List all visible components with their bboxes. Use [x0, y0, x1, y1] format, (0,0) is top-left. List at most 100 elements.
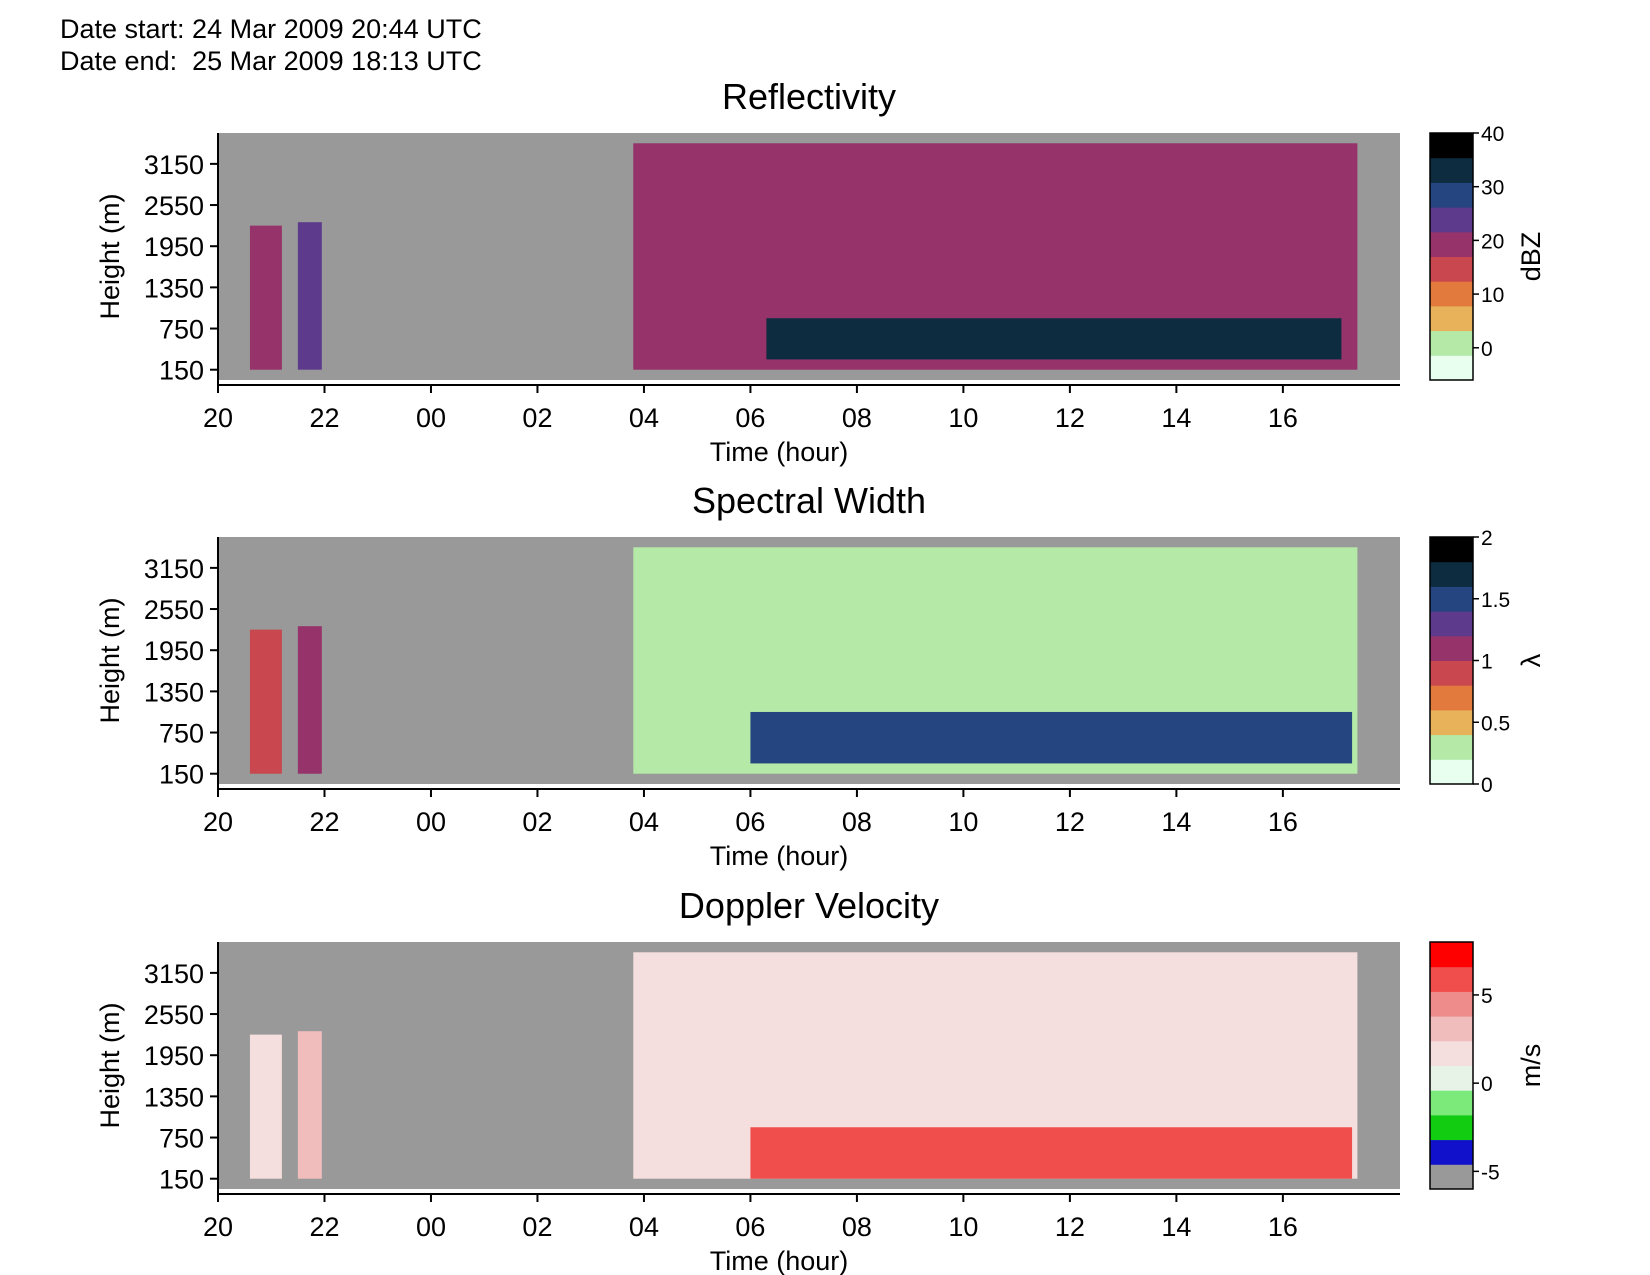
x-tick-label: 04	[629, 403, 659, 433]
y-tick-label: 3150	[144, 150, 204, 180]
x-tick-label: 02	[522, 1212, 552, 1242]
colorbar-label: m/s	[1516, 1044, 1546, 1088]
y-axis-label: Height (m)	[95, 1002, 125, 1128]
colorbar-segment	[1430, 635, 1473, 661]
y-tick-label: 3150	[144, 554, 204, 584]
x-tick-label: 00	[416, 807, 446, 837]
colorbar-segment	[1430, 942, 1473, 968]
x-tick-label: 14	[1161, 807, 1191, 837]
colorbar-tick-label: -5	[1481, 1161, 1500, 1184]
echo-region-early-cell-1	[249, 1034, 282, 1179]
y-tick-label: 1350	[144, 1082, 204, 1112]
y-tick-label: 1950	[144, 636, 204, 666]
x-tick-label: 10	[948, 1212, 978, 1242]
x-tick-label: 06	[735, 807, 765, 837]
y-tick-label: 150	[159, 760, 204, 790]
colorbar-tick-label: 10	[1481, 284, 1504, 307]
colorbar-segment	[1430, 709, 1473, 736]
colorbar-segment	[1430, 611, 1473, 637]
colorbar-tick-label: 0	[1481, 338, 1493, 361]
x-tick-label: 12	[1055, 1212, 1085, 1242]
x-tick-label: 14	[1161, 403, 1191, 433]
x-tick-label: 00	[416, 403, 446, 433]
panel-title: Doppler Velocity	[679, 885, 939, 926]
x-tick-label: 08	[842, 403, 872, 433]
colorbar-tick-label: 40	[1481, 123, 1504, 146]
y-tick-label: 750	[159, 315, 204, 345]
y-tick-label: 150	[159, 356, 204, 386]
colorbar-label: dBZ	[1516, 232, 1546, 282]
x-tick-label: 08	[842, 807, 872, 837]
colorbar-segment	[1430, 231, 1473, 257]
x-tick-label: 10	[948, 403, 978, 433]
panel-title: Spectral Width	[692, 480, 926, 521]
colorbar-segment	[1430, 207, 1473, 233]
echo-region-early-cell-1	[249, 225, 282, 370]
colorbar-segment	[1430, 734, 1473, 760]
colorbar-tick-label: 1.5	[1481, 589, 1510, 612]
y-tick-label: 1350	[144, 677, 204, 707]
colorbar-segment	[1430, 1016, 1473, 1042]
colorbar-segment	[1430, 1040, 1473, 1066]
x-tick-label: 16	[1268, 807, 1298, 837]
x-tick-label: 04	[629, 807, 659, 837]
colorbar-frame	[1429, 132, 1474, 381]
echo-region-early-cell-2	[297, 626, 322, 774]
y-tick-label: 750	[159, 1124, 204, 1154]
x-tick-label: 06	[735, 403, 765, 433]
colorbar-segment	[1430, 561, 1473, 587]
x-tick-label: 10	[948, 807, 978, 837]
colorbar-segment	[1430, 256, 1473, 282]
colorbar-segment	[1430, 133, 1473, 159]
colorbar-tick-label: 20	[1481, 230, 1504, 253]
colorbar-segment	[1430, 1065, 1473, 1091]
colorbar-label: λ	[1516, 653, 1546, 667]
colorbar-frame	[1429, 941, 1474, 1190]
colorbar-segment	[1430, 355, 1473, 381]
colorbar-segment	[1430, 660, 1473, 686]
x-tick-label: 20	[203, 1212, 233, 1242]
y-axis-label: Height (m)	[95, 193, 125, 319]
colorbar-segment	[1430, 182, 1473, 208]
x-tick-label: 22	[309, 403, 339, 433]
colorbar-segment	[1430, 759, 1473, 785]
echo-region-low-layer	[750, 711, 1353, 764]
echo-region-early-cell-2	[297, 1031, 322, 1179]
x-axis-label: Time (hour)	[710, 437, 849, 467]
colorbar-segment	[1430, 281, 1473, 307]
colorbar-tick-label: 5	[1481, 985, 1493, 1008]
colorbar-segment	[1430, 330, 1473, 356]
echo-region-early-cell-2	[297, 222, 322, 370]
y-tick-label: 3150	[144, 959, 204, 989]
x-tick-label: 22	[309, 1212, 339, 1242]
x-tick-label: 00	[416, 1212, 446, 1242]
colorbar-segment	[1430, 1090, 1473, 1116]
colorbar-segment	[1430, 685, 1473, 711]
echo-region-low-layer	[766, 318, 1342, 360]
x-tick-label: 20	[203, 403, 233, 433]
y-tick-label: 1950	[144, 232, 204, 262]
x-tick-label: 02	[522, 403, 552, 433]
x-tick-label: 12	[1055, 807, 1085, 837]
colorbar-tick-label: 1	[1481, 651, 1493, 674]
y-tick-label: 150	[159, 1165, 204, 1195]
date-end-label: Date end: 25 Mar 2009 18:13 UTC	[60, 46, 482, 76]
colorbar-segment	[1430, 1114, 1473, 1141]
date-start-label: Date start: 24 Mar 2009 20:44 UTC	[60, 14, 482, 44]
colorbar-tick-label: 2	[1481, 527, 1493, 550]
colorbar-segment	[1430, 991, 1473, 1017]
y-tick-label: 2550	[144, 595, 204, 625]
colorbar-tick-label: 0	[1481, 1073, 1493, 1096]
x-tick-label: 04	[629, 1212, 659, 1242]
y-tick-label: 2550	[144, 1000, 204, 1030]
x-tick-label: 02	[522, 807, 552, 837]
x-tick-label: 20	[203, 807, 233, 837]
x-tick-label: 16	[1268, 1212, 1298, 1242]
echo-region-low-layer	[750, 1127, 1353, 1179]
panel-doppler-velocity: Doppler Velocity 3150 2550 1950 1350 750 150 20…	[95, 885, 1546, 1275]
x-tick-label: 16	[1268, 403, 1298, 433]
x-tick-label: 08	[842, 1212, 872, 1242]
